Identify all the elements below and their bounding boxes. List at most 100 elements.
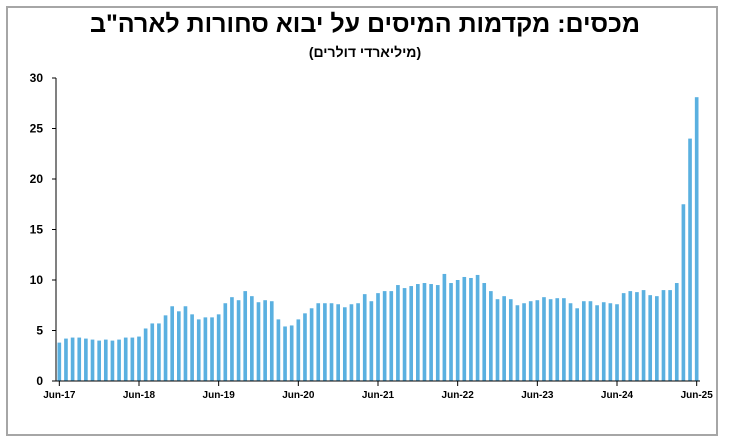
bar [382,291,387,381]
x-tick-label: Jun-18 [123,390,156,401]
bar [661,290,666,381]
bar [143,328,148,381]
bar [562,298,566,381]
chart-subtitle: (מיליארדי דולרים) [308,44,422,60]
y-axis: 0 5 10 15 20 25 30 [30,71,57,388]
y-tick-label: 15 [30,223,44,237]
bar [615,304,619,381]
bar [170,306,175,381]
bar [117,339,121,381]
bar [110,340,115,381]
bar [196,319,201,381]
bar [402,288,407,381]
bar [435,285,440,381]
y-tick-label: 0 [36,374,43,388]
bar [482,283,487,381]
bar [548,299,553,381]
bar [289,325,294,381]
bar [303,313,307,381]
y-tick-label: 5 [36,324,43,338]
x-tick-label: Jun-19 [203,390,236,401]
bar [502,296,506,381]
bar [555,298,560,381]
bar [84,338,88,381]
bar [469,277,473,381]
bar [608,303,613,381]
bar [475,274,480,381]
chart-title: מכסים: מקדמות המיסים על יבוא סחורות לארה… [89,10,641,38]
bar [668,290,672,381]
bar [210,317,214,381]
bar [635,292,639,381]
bar [157,323,161,381]
bar [588,301,593,381]
bar [349,304,354,381]
bar [163,315,168,381]
bar [628,291,633,381]
bar [57,342,62,381]
bar [508,299,513,381]
bar [655,296,659,381]
bar [276,319,281,381]
bar [256,302,261,381]
bar [309,308,314,381]
bar [429,284,433,381]
bar [688,138,692,381]
x-tick-label: Jun-22 [442,390,475,401]
bar [223,303,228,381]
bar [250,296,254,381]
bar [515,305,520,381]
bar [150,323,155,381]
bar [342,307,347,381]
bar [269,301,274,381]
bar [123,337,128,381]
bar [376,293,380,381]
bar [528,301,533,381]
y-tick-label: 10 [30,273,44,287]
bar [449,283,453,381]
bar [263,300,267,381]
x-tick-label: Jun-25 [681,390,714,401]
bar [648,295,653,381]
bar [568,303,573,381]
bar [581,301,586,381]
bar [130,337,135,381]
x-axis: Jun-17 Jun-18 Jun-19 Jun-20 Jun-21 Jun-22 Jun-… [43,380,714,401]
bar [329,303,334,381]
bar [296,319,301,381]
bar [681,204,686,381]
y-tick-label: 25 [30,122,44,136]
bar [176,311,181,381]
bar [542,297,546,381]
bars [57,97,699,381]
bar [595,305,599,381]
x-tick-label: Jun-24 [601,390,634,401]
bar [216,314,221,381]
bar [522,303,526,381]
bar [389,291,394,381]
bar [283,326,287,381]
bar [236,300,241,381]
bar [137,336,141,381]
bar [621,293,626,381]
x-tick-label: Jun-21 [362,390,395,401]
bar [243,291,248,381]
bar [442,273,447,381]
bar [362,294,367,381]
bar [97,340,101,381]
bar [90,339,95,381]
x-tick-label: Jun-17 [43,390,76,401]
bar [489,291,493,381]
bar [336,304,340,381]
bar [455,280,460,381]
bar [601,302,606,381]
bar [77,337,82,381]
bar [641,290,646,381]
x-tick-label: Jun-23 [521,390,554,401]
bar [369,301,374,381]
bar [694,97,699,381]
bar [103,339,108,381]
bar [356,303,360,381]
bar [396,285,400,381]
